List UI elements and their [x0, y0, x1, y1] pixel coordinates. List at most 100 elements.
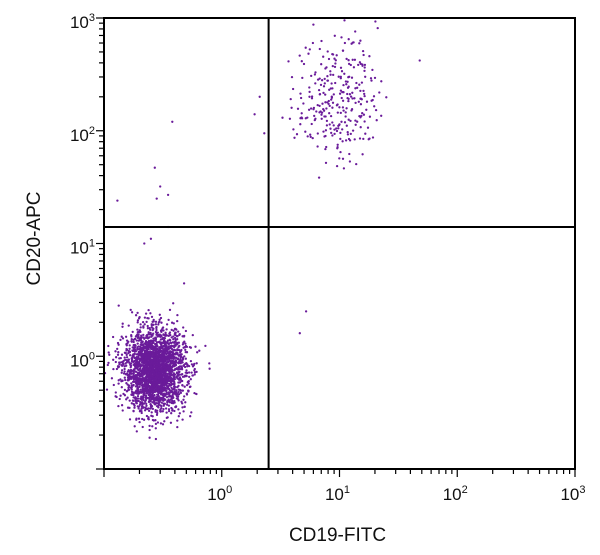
data-point — [182, 410, 185, 413]
data-point — [313, 73, 317, 76]
data-point — [121, 409, 124, 412]
data-point — [168, 388, 171, 392]
data-point — [380, 80, 383, 83]
data-point — [160, 350, 163, 353]
data-point — [144, 396, 148, 399]
data-point — [171, 408, 174, 411]
data-point — [165, 387, 169, 390]
data-point — [324, 147, 327, 151]
data-point — [148, 336, 151, 339]
data-point — [189, 346, 193, 349]
data-point — [316, 103, 319, 107]
data-point — [171, 120, 174, 123]
data-point — [358, 42, 361, 45]
data-point — [343, 41, 347, 45]
data-point — [170, 336, 173, 339]
data-point — [151, 348, 154, 351]
data-point — [148, 391, 152, 394]
data-point — [148, 327, 151, 330]
data-point — [331, 64, 334, 68]
data-point — [158, 348, 161, 351]
data-point — [361, 111, 364, 115]
data-point — [163, 365, 167, 369]
data-point — [160, 401, 163, 404]
data-point — [151, 344, 154, 347]
data-point — [135, 353, 138, 356]
data-point — [148, 388, 152, 392]
data-point — [167, 395, 171, 398]
data-point — [143, 242, 146, 245]
data-point — [375, 119, 378, 122]
data-point — [171, 361, 175, 364]
data-point — [168, 331, 172, 334]
data-point — [128, 354, 132, 357]
data-point — [176, 419, 179, 422]
data-point — [151, 334, 154, 337]
data-point — [331, 53, 335, 56]
data-point — [168, 345, 172, 348]
data-point — [344, 139, 348, 142]
data-point — [116, 199, 119, 202]
data-point — [349, 132, 352, 136]
data-point — [145, 414, 149, 418]
data-point — [339, 77, 342, 80]
data-point — [333, 132, 336, 136]
data-point — [143, 337, 146, 340]
data-point — [154, 330, 158, 334]
data-point — [154, 437, 158, 441]
data-point — [152, 381, 156, 384]
data-point — [147, 377, 150, 380]
data-point — [298, 332, 301, 335]
data-point — [363, 94, 366, 98]
data-point — [329, 73, 332, 76]
data-point — [136, 405, 139, 408]
data-point — [341, 157, 345, 160]
data-point — [156, 347, 159, 350]
data-point — [164, 407, 168, 410]
data-point — [120, 353, 124, 356]
data-point — [118, 357, 121, 360]
data-point — [163, 352, 166, 355]
data-point — [204, 344, 207, 348]
data-point — [148, 396, 152, 400]
data-point — [323, 82, 326, 85]
data-point — [162, 341, 165, 345]
data-point — [131, 375, 135, 378]
data-point — [323, 77, 326, 81]
data-point — [154, 375, 157, 379]
data-point — [154, 427, 157, 430]
data-point — [139, 402, 142, 405]
data-point — [165, 389, 168, 393]
data-point — [304, 130, 307, 133]
data-point — [159, 360, 163, 363]
data-point — [156, 374, 159, 378]
data-point — [368, 137, 371, 140]
data-point — [154, 368, 158, 372]
data-point — [127, 385, 131, 389]
data-point — [143, 342, 146, 345]
data-point — [169, 390, 172, 394]
data-point — [179, 351, 182, 354]
data-point — [149, 237, 153, 240]
data-point — [135, 402, 138, 405]
data-point — [341, 99, 345, 102]
data-point — [308, 95, 311, 98]
data-point — [120, 371, 123, 374]
data-point — [151, 425, 154, 428]
data-point — [418, 59, 421, 62]
data-point — [177, 390, 180, 394]
data-point — [173, 333, 177, 336]
data-point — [137, 407, 140, 410]
data-point — [178, 332, 181, 336]
data-point — [122, 372, 126, 375]
data-point — [301, 76, 304, 80]
data-point — [150, 414, 153, 417]
data-point — [308, 90, 311, 94]
data-point — [118, 361, 121, 364]
data-point — [163, 402, 167, 405]
data-point — [154, 399, 157, 402]
data-point — [142, 402, 146, 405]
data-point — [161, 375, 164, 378]
data-point — [147, 418, 150, 421]
data-point — [346, 133, 350, 136]
